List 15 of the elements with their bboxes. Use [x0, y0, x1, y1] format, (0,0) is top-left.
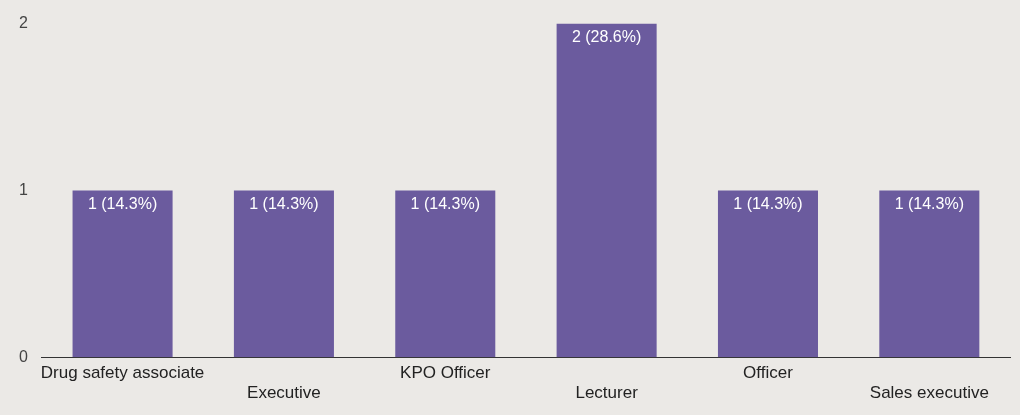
x-tick-label: Drug safety associate	[40, 363, 205, 383]
x-tick-label: KPO Officer	[400, 363, 491, 383]
data-label: 2 (28.6%)	[571, 28, 642, 46]
x-tick-label: Lecturer	[575, 383, 639, 403]
x-tick-label: Executive	[247, 383, 321, 403]
y-tick-label: 2	[18, 14, 28, 32]
x-tick-label: Officer	[743, 363, 794, 383]
data-label: 1 (14.3%)	[87, 194, 158, 212]
y-tick-label: 0	[18, 347, 28, 365]
y-tick-label: 1	[18, 180, 28, 198]
data-label: 1 (14.3%)	[733, 194, 803, 212]
data-label: 1 (14.3%)	[249, 194, 319, 212]
data-label: 1 (14.3%)	[410, 194, 480, 212]
x-tick-label: Sales executive	[869, 383, 989, 403]
data-label: 1 (14.3%)	[894, 194, 965, 212]
